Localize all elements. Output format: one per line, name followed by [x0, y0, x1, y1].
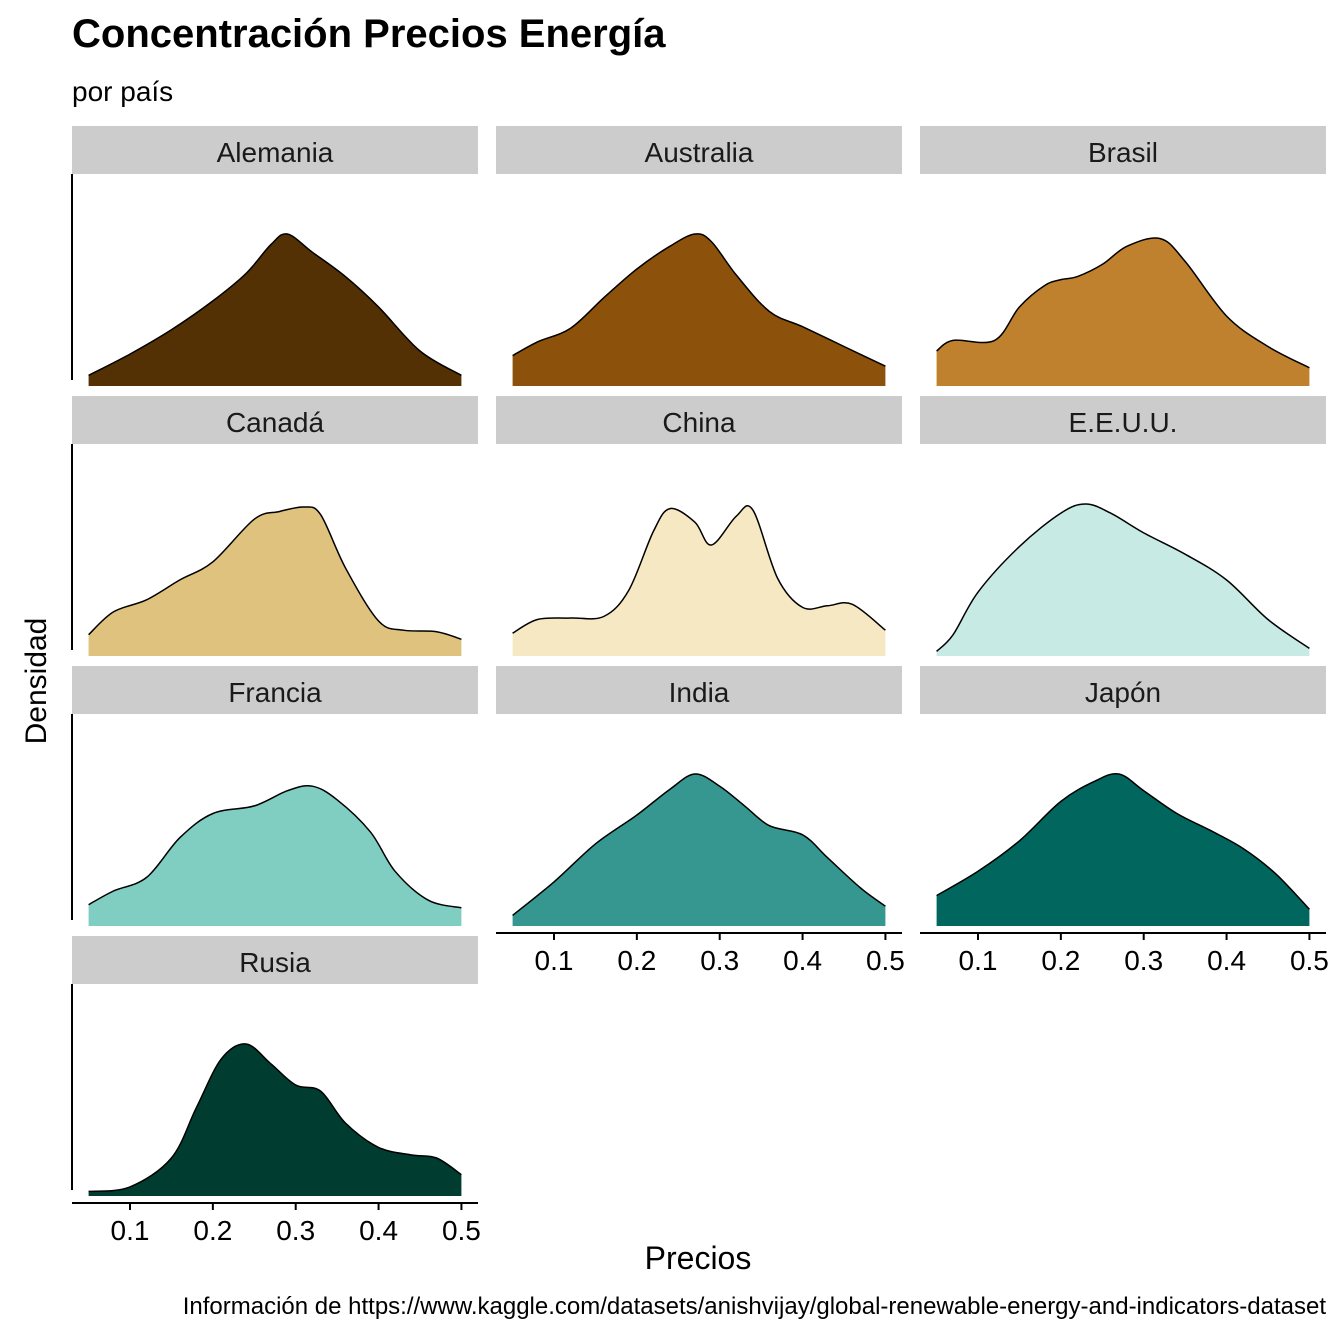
facet-strip-francia [72, 666, 478, 714]
x-tick-label: 0.5 [1290, 945, 1329, 976]
density-outline-rusia [88, 1043, 462, 1193]
facet-strip-canada [72, 396, 478, 444]
density-outline-australia [512, 233, 886, 367]
density-outline-alemania [88, 233, 462, 377]
chart-subtitle: por país [72, 76, 174, 107]
facet-strip-alemania [72, 126, 478, 174]
x-tick-label: 0.4 [1207, 945, 1246, 976]
density-area-japon [936, 773, 1310, 926]
x-tick-label: 0.4 [783, 945, 822, 976]
density-outline-francia [88, 785, 462, 909]
x-tick-label: 0.3 [700, 945, 739, 976]
density-outline-india [512, 773, 886, 916]
density-area-china [512, 505, 886, 656]
density-area-india [512, 773, 886, 926]
facet-label-canada: Canadá [226, 407, 325, 438]
x-tick-label: 0.4 [359, 1215, 398, 1246]
density-outline-china [512, 505, 886, 634]
facet-label-brasil: Brasil [1088, 137, 1158, 168]
facet-label-china: China [662, 407, 736, 438]
facet-strip-india [496, 666, 902, 714]
facet-strip-china [496, 396, 902, 444]
density-area-rusia [88, 1043, 462, 1196]
x-tick-label: 0.2 [1041, 945, 1080, 976]
density-outline-canada [88, 506, 462, 641]
facet-strip-brasil [920, 126, 1326, 174]
facet-label-australia: Australia [645, 137, 754, 168]
density-area-brasil [936, 237, 1310, 386]
density-outline-japon [936, 772, 1310, 910]
x-tick-label: 0.3 [276, 1215, 315, 1246]
x-tick-label: 0.1 [535, 945, 574, 976]
density-area-canada [88, 506, 462, 656]
facet-strip-rusia [72, 936, 478, 984]
x-tick-label: 0.5 [442, 1215, 481, 1246]
facet-label-rusia: Rusia [239, 947, 311, 978]
x-tick-label: 0.1 [111, 1215, 150, 1246]
facet-label-india: India [669, 677, 730, 708]
facet-strip-japon [920, 666, 1326, 714]
density-outline-e-e-u-u [936, 503, 1310, 652]
facet-strip-australia [496, 126, 902, 174]
x-tick-label: 0.2 [617, 945, 656, 976]
chart-caption: Información de https://www.kaggle.com/da… [182, 1293, 1326, 1320]
facet-strip-e-e-u-u [920, 396, 1326, 444]
density-area-australia [512, 233, 886, 386]
x-tick-label: 0.5 [866, 945, 905, 976]
x-tick-label: 0.1 [959, 945, 998, 976]
facet-label-japon: Japón [1085, 677, 1161, 708]
density-area-francia [88, 785, 462, 926]
x-tick-label: 0.2 [193, 1215, 232, 1246]
x-axis-label: Precios [644, 1240, 752, 1276]
x-tick-label: 0.3 [1124, 945, 1163, 976]
density-area-e-e-u-u [936, 504, 1310, 656]
facet-label-e-e-u-u: E.E.U.U. [1069, 407, 1178, 438]
facet-label-francia: Francia [228, 677, 322, 708]
density-outline-brasil [936, 237, 1310, 369]
density-area-alemania [88, 233, 462, 386]
facet-label-alemania: Alemania [217, 137, 334, 168]
chart-title: Concentración Precios Energía [72, 12, 666, 56]
